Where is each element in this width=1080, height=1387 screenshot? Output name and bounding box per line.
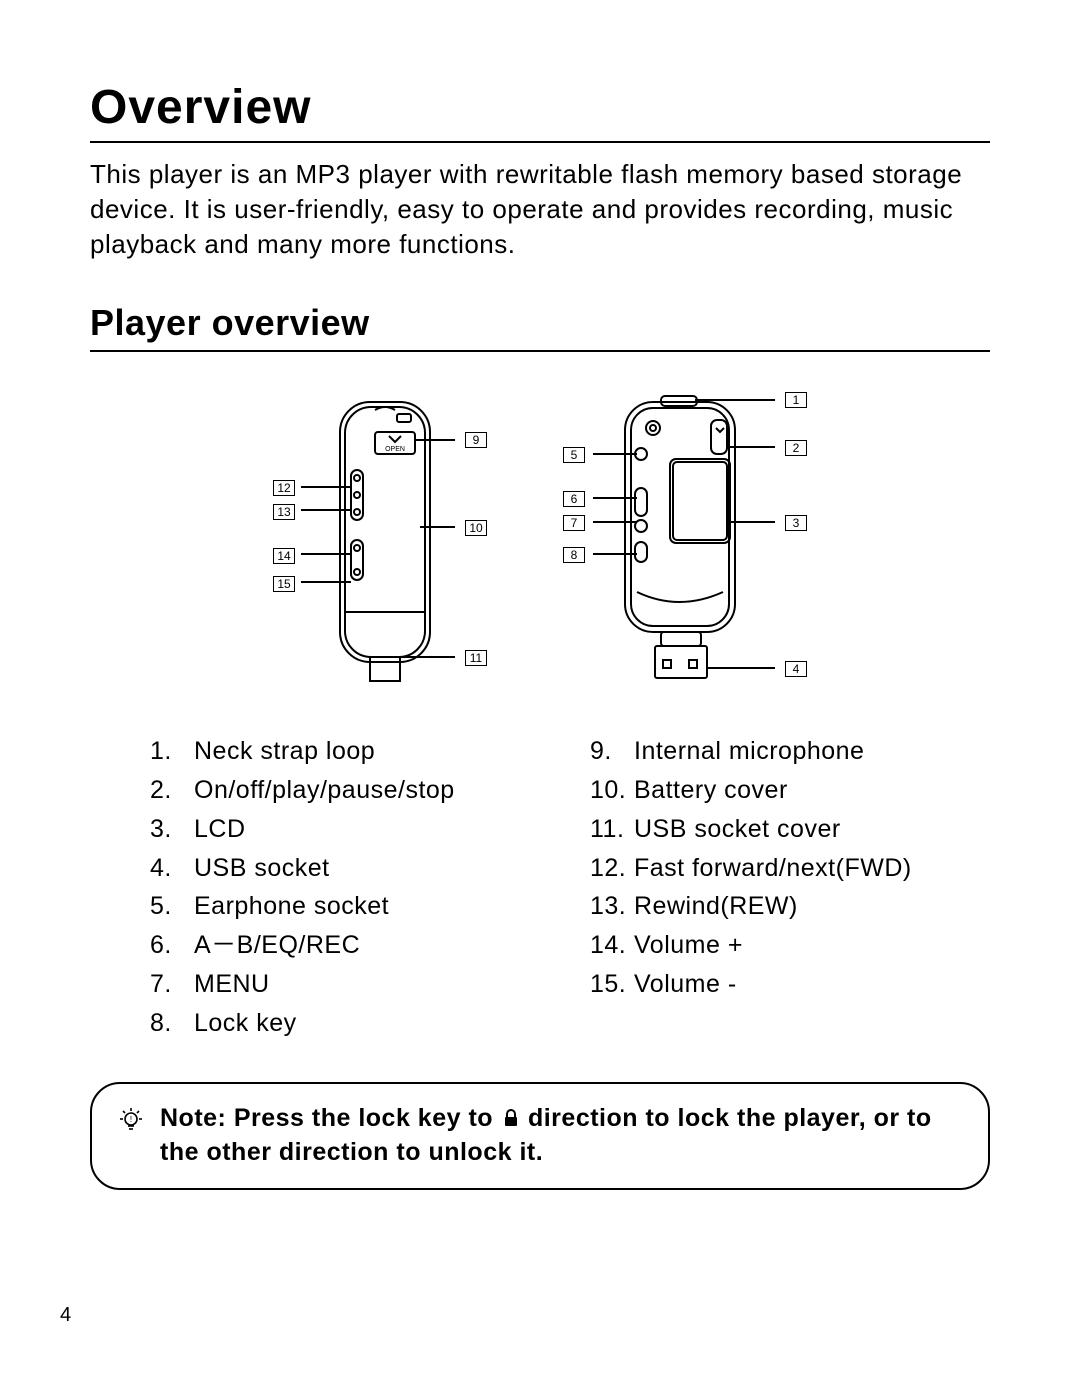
diagram-back: OPEN 9 10 11 12 13 14 15: [265, 392, 495, 702]
list-item-label: USB socket cover: [634, 810, 841, 849]
callout-1: 1: [785, 392, 807, 408]
diagram-row: OPEN 9 10 11 12 13 14 15: [90, 392, 990, 702]
list-item: 6.A－B/EQ/REC: [150, 926, 530, 965]
tip-icon: !: [116, 1106, 146, 1136]
callout-2: 2: [785, 440, 807, 456]
callout-10: 10: [465, 520, 487, 536]
list-item: 15.Volume -: [590, 965, 970, 1004]
note-prefix: Note: Press the lock key to: [160, 1104, 501, 1132]
list-item-number: 14.: [590, 926, 634, 965]
list-item: 11.USB socket cover: [590, 810, 970, 849]
callout-4: 4: [785, 661, 807, 677]
list-item: 10.Battery cover: [590, 771, 970, 810]
list-item-number: 2.: [150, 771, 194, 810]
list-item-number: 4.: [150, 849, 194, 888]
list-item-label: Lock key: [194, 1004, 297, 1043]
device-back-svg: OPEN: [265, 392, 495, 702]
callout-11: 11: [465, 650, 487, 666]
list-item-label: Battery cover: [634, 771, 788, 810]
list-item-number: 8.: [150, 1004, 194, 1043]
lock-icon: [501, 1108, 521, 1128]
note-text: Note: Press the lock key to direction to…: [160, 1102, 958, 1170]
list-item-label: Fast forward/next(FWD): [634, 849, 912, 888]
section-title: Player overview: [90, 302, 990, 352]
diagram-front: 1 2 3 4 5 6 7 8: [555, 392, 815, 702]
list-item: 3.LCD: [150, 810, 530, 849]
callout-9: 9: [465, 432, 487, 448]
list-item-number: 5.: [150, 887, 194, 926]
list-item-label: MENU: [194, 965, 270, 1004]
list-item: 7.MENU: [150, 965, 530, 1004]
list-item-label: Rewind(REW): [634, 887, 798, 926]
device-front-svg: [555, 392, 815, 702]
list-item-label: Volume -: [634, 965, 737, 1004]
svg-text:!: !: [130, 1115, 132, 1124]
page-number: 4: [60, 1304, 71, 1327]
list-item-label: Earphone socket: [194, 887, 389, 926]
list-item-number: 7.: [150, 965, 194, 1004]
callout-6: 6: [563, 491, 585, 507]
list-item: 2.On/off/play/pause/stop: [150, 771, 530, 810]
list-item-label: Internal microphone: [634, 732, 864, 771]
list-item: 1.Neck strap loop: [150, 732, 530, 771]
list-item-label: LCD: [194, 810, 246, 849]
callout-7: 7: [563, 515, 585, 531]
note-box: ! Note: Press the lock key to direction …: [90, 1082, 990, 1190]
parts-list-left: 1.Neck strap loop2.On/off/play/pause/sto…: [150, 732, 530, 1042]
open-label: OPEN: [385, 446, 405, 453]
callout-5: 5: [563, 447, 585, 463]
list-item: 13.Rewind(REW): [590, 887, 970, 926]
parts-list-right: 9.Internal microphone10.Battery cover11.…: [590, 732, 970, 1042]
list-item-label: A－B/EQ/REC: [194, 926, 360, 965]
callout-14: 14: [273, 548, 295, 564]
intro-paragraph: This player is an MP3 player with rewrit…: [90, 157, 990, 262]
callout-3: 3: [785, 515, 807, 531]
list-item-number: 13.: [590, 887, 634, 926]
callout-15: 15: [273, 576, 295, 592]
callout-13: 13: [273, 504, 295, 520]
list-item: 14.Volume +: [590, 926, 970, 965]
page-title: Overview: [90, 80, 990, 143]
list-item-label: Neck strap loop: [194, 732, 375, 771]
list-item: 8.Lock key: [150, 1004, 530, 1043]
list-item-number: 9.: [590, 732, 634, 771]
list-item-label: On/off/play/pause/stop: [194, 771, 455, 810]
list-item: 12.Fast forward/next(FWD): [590, 849, 970, 888]
callout-12: 12: [273, 480, 295, 496]
list-item-number: 3.: [150, 810, 194, 849]
list-item-label: USB socket: [194, 849, 330, 888]
list-item: 9.Internal microphone: [590, 732, 970, 771]
list-item-number: 10.: [590, 771, 634, 810]
list-item-number: 12.: [590, 849, 634, 888]
list-item: 4.USB socket: [150, 849, 530, 888]
list-item-label: Volume +: [634, 926, 743, 965]
list-item-number: 1.: [150, 732, 194, 771]
list-item-number: 11.: [590, 810, 634, 849]
list-item-number: 15.: [590, 965, 634, 1004]
callout-8: 8: [563, 547, 585, 563]
manual-page: Overview This player is an MP3 player wi…: [0, 0, 1080, 1387]
list-item-number: 6.: [150, 926, 194, 965]
list-item: 5.Earphone socket: [150, 887, 530, 926]
parts-lists: 1.Neck strap loop2.On/off/play/pause/sto…: [150, 732, 970, 1042]
